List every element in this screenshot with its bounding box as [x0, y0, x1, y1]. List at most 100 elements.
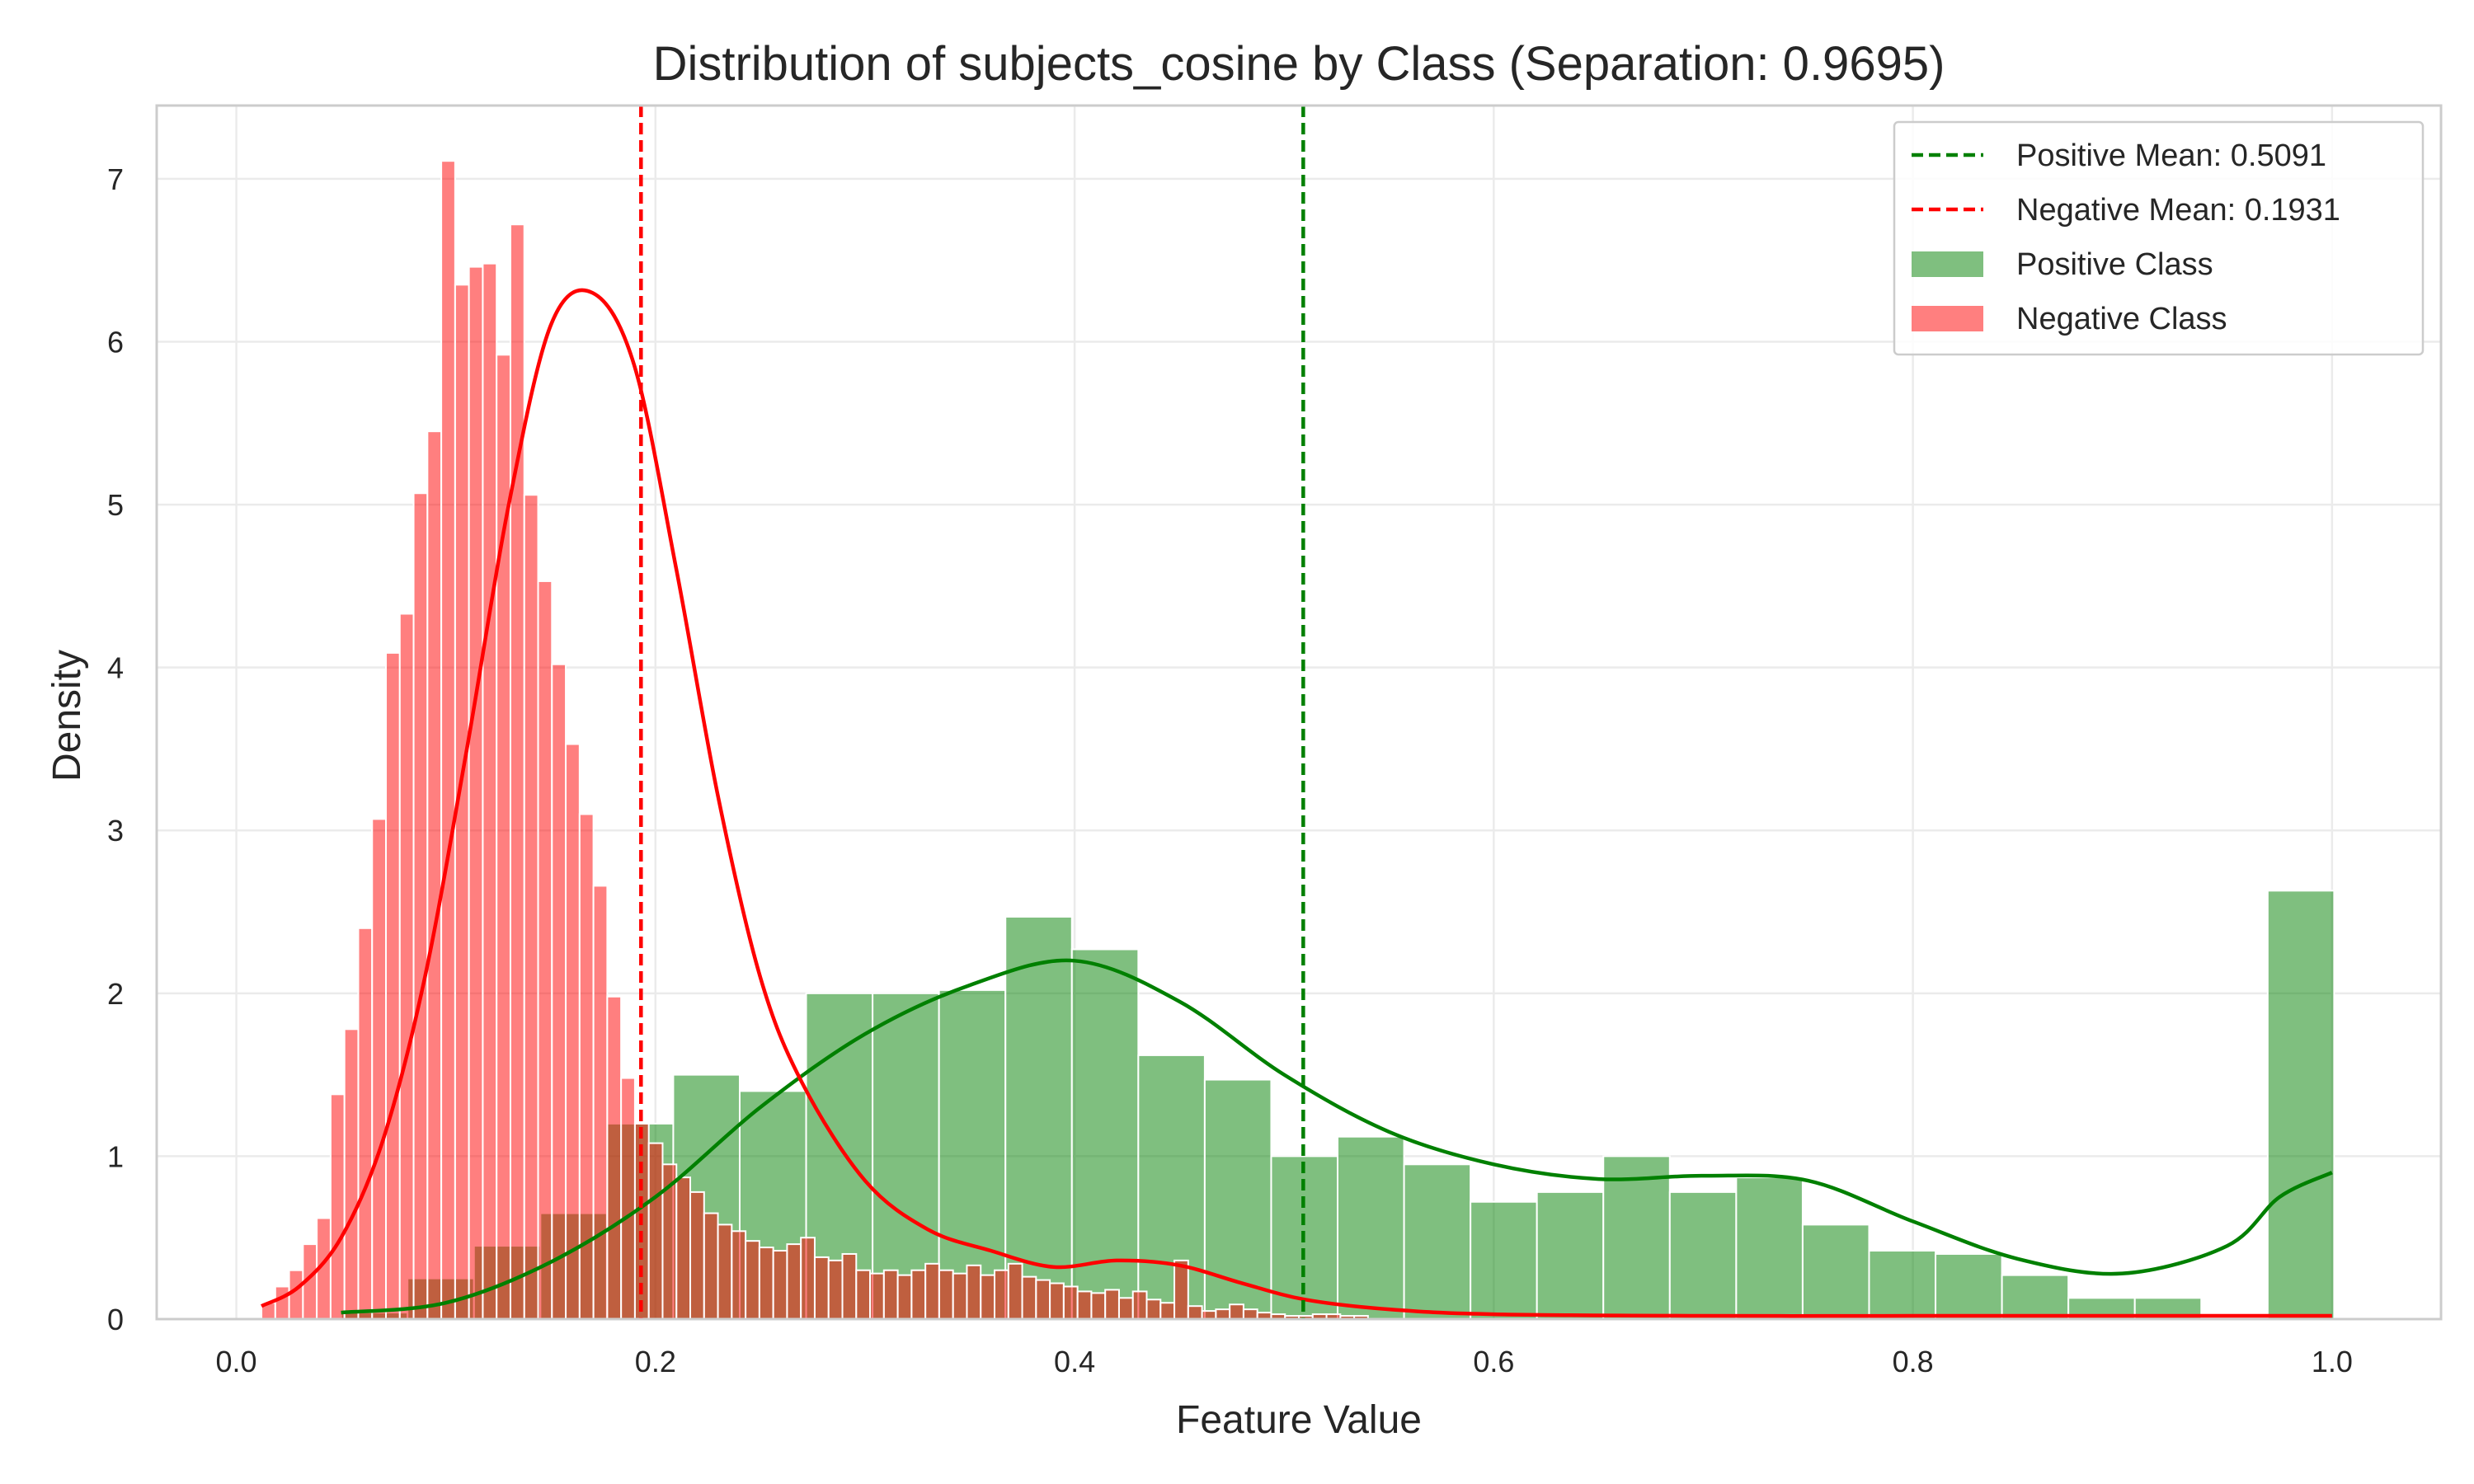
negative-class-bar	[509, 223, 525, 1321]
negative-class-bar	[855, 1269, 872, 1321]
negative-class-bar	[731, 1230, 747, 1320]
y-tick-label: 7	[107, 162, 124, 196]
positive-class-bar	[1868, 1250, 1937, 1321]
x-tick-label: 0.0	[216, 1345, 257, 1378]
negative-class-bar	[896, 1274, 913, 1320]
negative-class-bar	[966, 1264, 982, 1321]
negative-class-bar	[371, 818, 388, 1320]
y-tick-label: 3	[107, 814, 124, 848]
negative-class-bar	[1145, 1298, 1162, 1320]
legend-label-positive-mean: Positive Mean: 0.5091	[2016, 139, 2326, 173]
negative-class-bar	[800, 1237, 816, 1320]
negative-class-bar	[329, 1093, 346, 1320]
legend-swatch-positive-class	[1912, 251, 1983, 277]
negative-class-bar	[647, 1142, 664, 1320]
negative-class-bar	[1062, 1285, 1079, 1321]
negative-class-bar	[606, 995, 623, 1321]
positive-class-bar	[1735, 1176, 1804, 1321]
negative-histogram	[261, 160, 1369, 1321]
negative-class-bar	[274, 1285, 290, 1321]
x-tick-label: 0.6	[1473, 1345, 1514, 1378]
x-tick-label: 0.8	[1893, 1345, 1934, 1378]
negative-class-bar	[689, 1190, 705, 1320]
negative-class-bar	[565, 743, 581, 1320]
negative-class-bar	[1035, 1279, 1051, 1320]
negative-class-bar	[938, 1269, 954, 1321]
positive-class-bar	[1935, 1252, 2003, 1320]
legend-label-negative-mean: Negative Mean: 0.1931	[2016, 193, 2340, 228]
negative-class-bar	[675, 1176, 692, 1321]
negative-class-bar	[537, 580, 553, 1320]
x-tick-label: 0.4	[1054, 1345, 1095, 1378]
positive-class-bar	[2266, 890, 2335, 1320]
y-tick-label: 2	[107, 977, 124, 1011]
negative-class-bar	[758, 1247, 774, 1321]
negative-class-bar	[772, 1250, 788, 1321]
negative-class-bar	[343, 1028, 360, 1320]
negative-class-bar	[398, 613, 415, 1320]
negative-class-bar	[592, 885, 609, 1321]
x-axis-label: Feature Value	[1176, 1398, 1422, 1442]
chart-title: Distribution of subjects_cosine by Class…	[653, 37, 1945, 91]
positive-kde-line	[341, 958, 2333, 1315]
positive-class-bar	[1470, 1200, 1538, 1321]
negative-class-bar	[952, 1272, 968, 1321]
legend-box	[1893, 120, 2425, 356]
negative-class-bar	[385, 651, 401, 1320]
negative-class-bar	[1242, 1308, 1258, 1321]
y-tick-label: 0	[107, 1303, 124, 1336]
mean-lines	[639, 106, 1305, 1319]
x-tick-label: 1.0	[2312, 1345, 2353, 1378]
negative-class-bar	[994, 1269, 1009, 1321]
negative-class-bar	[980, 1274, 996, 1320]
positive-class-bar	[1337, 1135, 1405, 1321]
negative-class-bar	[786, 1243, 802, 1321]
negative-class-bar	[841, 1252, 858, 1320]
negative-class-bar	[1131, 1290, 1148, 1321]
positive-class-bar	[2001, 1274, 2070, 1320]
negative-class-bar	[426, 430, 443, 1321]
negative-class-bar	[1076, 1290, 1093, 1321]
negative-class-bar	[551, 663, 567, 1320]
negative-class-bar	[1049, 1282, 1065, 1320]
positive-class-bar	[1801, 1223, 1870, 1321]
y-tick-label: 5	[107, 488, 124, 522]
negative-class-bar	[1159, 1302, 1176, 1320]
negative-class-bar	[813, 1256, 830, 1320]
negative-class-bar	[1090, 1292, 1107, 1321]
negative-class-bar	[523, 494, 539, 1320]
negative-class-bar	[1174, 1259, 1189, 1320]
negative-class-bar	[1215, 1308, 1231, 1321]
negative-class-bar	[1187, 1305, 1203, 1320]
negative-class-bar	[620, 1077, 636, 1320]
negative-class-bar	[440, 160, 456, 1321]
negative-kde-line	[261, 288, 2332, 1318]
kde-curves	[261, 288, 2333, 1318]
positive-class-bar	[1403, 1163, 1472, 1320]
positive-class-bar	[938, 989, 1007, 1320]
negative-class-bar	[1021, 1275, 1037, 1320]
positive-class-bar	[1668, 1190, 1738, 1320]
negative-class-bar	[827, 1259, 844, 1320]
positive-class-bar	[1536, 1190, 1605, 1320]
y-tick-label: 6	[107, 325, 124, 359]
negative-class-bar	[412, 492, 429, 1320]
y-tick-label: 1	[107, 1139, 124, 1173]
y-tick-label: 4	[107, 651, 124, 685]
negative-class-bar	[717, 1223, 733, 1321]
negative-class-bar	[1117, 1297, 1134, 1320]
y-axis-label: Density	[45, 650, 89, 782]
negative-class-bar	[288, 1269, 304, 1321]
negative-class-bar	[703, 1212, 719, 1320]
x-tick-label: 0.2	[635, 1345, 676, 1378]
negative-class-bar	[924, 1262, 940, 1321]
positive-class-bar	[1137, 1054, 1206, 1320]
axes-frame	[155, 104, 2443, 1321]
positive-class-bar	[1203, 1078, 1272, 1320]
negative-class-bar	[882, 1269, 899, 1321]
negative-class-bar	[1104, 1289, 1120, 1321]
tick-labels: 0.0 0.2 0.4 0.6 0.8 1.0 0 1 2 3 4 5 6 7	[107, 162, 2353, 1378]
negative-class-bar	[745, 1240, 760, 1321]
